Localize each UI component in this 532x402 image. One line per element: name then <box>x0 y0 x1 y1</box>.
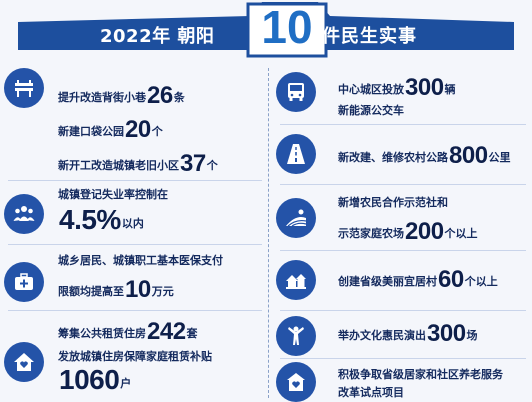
separator <box>280 124 526 125</box>
item-line: 改革试点项目 <box>338 386 404 399</box>
people-group-icon <box>4 194 44 234</box>
item-line: 发放城镇住房保障家庭租赁补贴 <box>58 350 212 363</box>
item-line: 举办文化惠民演出300场 <box>338 320 478 347</box>
medical-kit-icon <box>4 262 44 302</box>
item-line: 城乡居民、城镇职工基本医保支付 <box>58 254 223 267</box>
item-line: 新改建、维修农村公路800公里 <box>338 142 511 169</box>
separator <box>8 180 262 181</box>
column-divider <box>268 68 269 398</box>
list-item: 新增农民合作示范社和 示范家庭农场200个以上 <box>272 190 532 250</box>
separator <box>280 184 526 185</box>
item-line: 4.5%以内 <box>59 204 144 235</box>
elderly-care-icon <box>276 362 316 402</box>
house-heart-icon <box>4 342 44 382</box>
list-item: 中心城区投放300辆 新能源公交车 <box>272 66 532 122</box>
header-ribbon <box>18 2 514 58</box>
item-line: 新能源公交车 <box>338 104 404 117</box>
item-line: 新建口袋公园20个 <box>58 116 163 143</box>
title-number: 10 <box>261 1 313 53</box>
performer-icon <box>276 316 316 356</box>
title-prefix: 2022年 朝阳 <box>100 26 215 47</box>
bus-icon <box>276 72 316 112</box>
item-line: 新增农民合作示范社和 <box>338 196 448 209</box>
item-line: 创建省级美丽宜居村60个以上 <box>338 266 498 293</box>
item-line: 示范家庭农场200个以上 <box>338 218 478 245</box>
list-item: 新改建、维修农村公路800公里 <box>272 128 532 182</box>
separator <box>280 250 526 251</box>
item-line: 筹集公共租赁住房242套 <box>58 318 198 345</box>
item-line: 限额均提高至10万元 <box>58 276 174 303</box>
separator <box>8 244 262 245</box>
farm-field-icon <box>276 198 316 238</box>
separator <box>280 358 526 359</box>
item-line: 积极争取省级居家和社区养老服务 <box>338 368 503 381</box>
list-item: 城镇登记失业率控制在 4.5%以内 <box>0 184 268 244</box>
item-line: 城镇登记失业率控制在 <box>58 188 168 201</box>
bench-icon <box>4 68 44 108</box>
separator <box>280 310 526 311</box>
separator <box>8 310 262 311</box>
item-line: 中心城区投放300辆 <box>338 74 456 101</box>
list-item: 举办文化惠民演出300场 <box>272 314 532 358</box>
item-line: 提升改造背街小巷26条 <box>58 82 185 109</box>
title-suffix: 件民生实事 <box>322 26 417 47</box>
list-item: 创建省级美丽宜居村60个以上 <box>272 256 532 306</box>
list-item: 城乡居民、城镇职工基本医保支付 限额均提高至10万元 <box>0 250 268 316</box>
road-icon <box>276 134 316 174</box>
item-line: 1060户 <box>59 364 132 395</box>
village-icon <box>276 260 316 300</box>
list-item: 筹集公共租赁住房242套 发放城镇住房保障家庭租赁补贴 1060户 <box>0 318 268 400</box>
header-banner: 2022年 朝阳 10 件民生实事 <box>0 0 532 58</box>
item-line: 新开工改造城镇老旧小区37个 <box>58 150 218 177</box>
list-item: 积极争取省级居家和社区养老服务 改革试点项目 <box>272 362 532 402</box>
list-item: 提升改造背街小巷26条 新建口袋公园20个 新开工改造城镇老旧小区37个 <box>0 64 268 177</box>
